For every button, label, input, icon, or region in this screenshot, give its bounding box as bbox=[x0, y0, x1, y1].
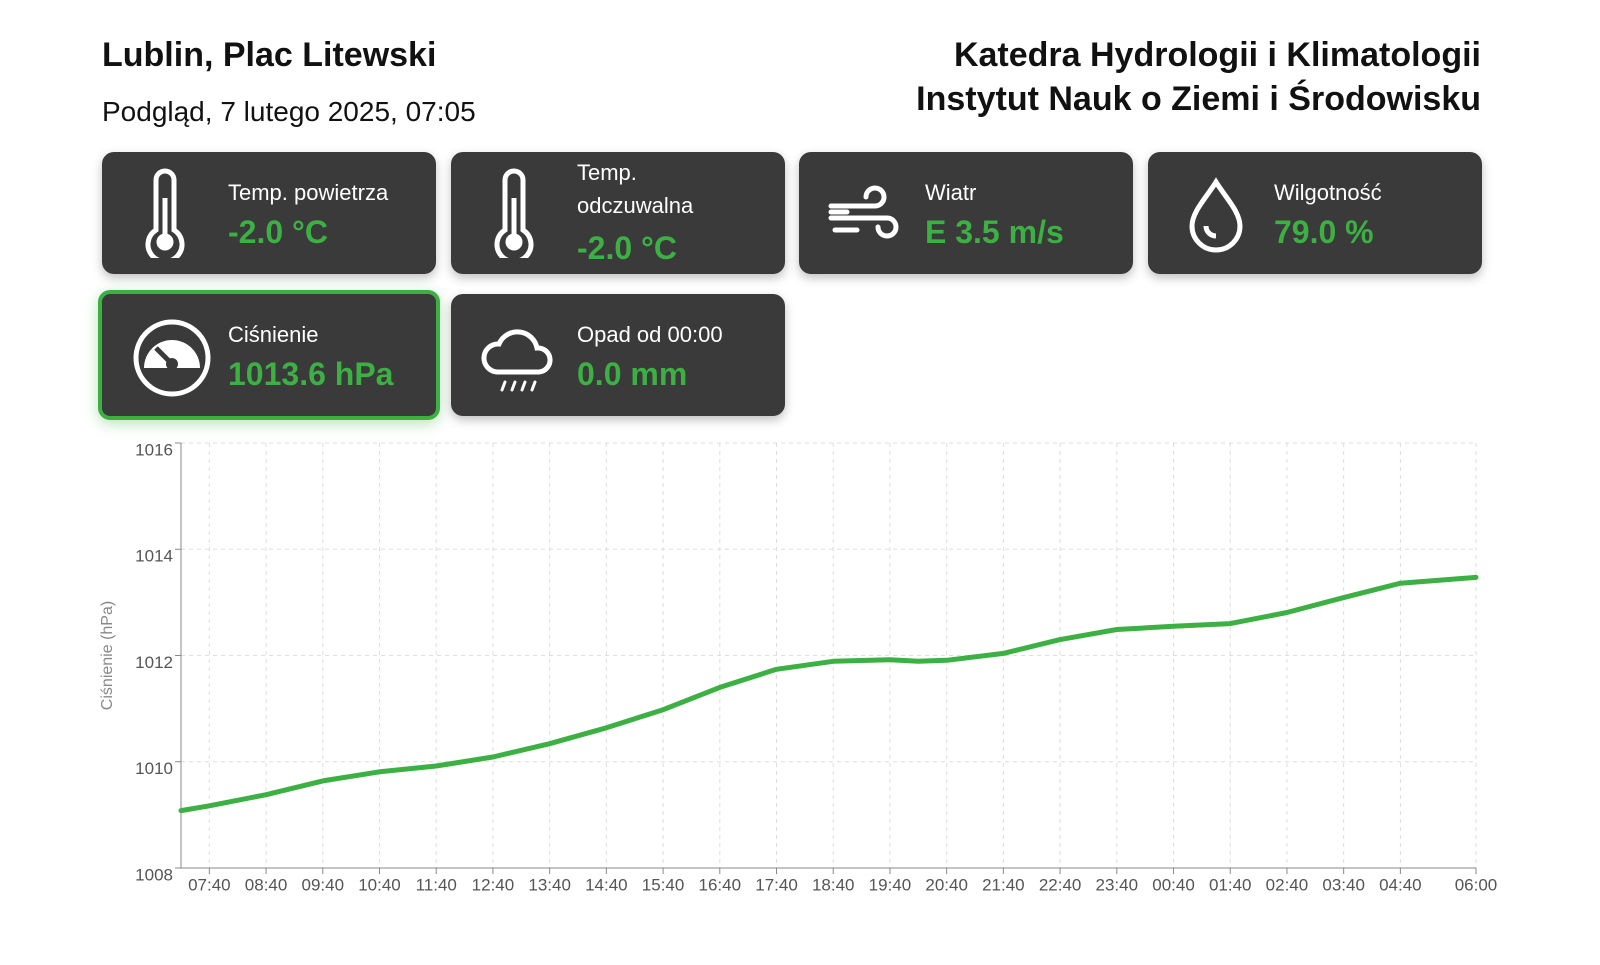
x-tick-label: 03:40 bbox=[1322, 875, 1365, 894]
card-value: 0.0 mm bbox=[577, 356, 688, 392]
x-tick-label: 07:40 bbox=[188, 875, 231, 894]
x-tick-label: 01:40 bbox=[1209, 875, 1252, 894]
x-tick-label: 02:40 bbox=[1266, 875, 1309, 894]
x-tick-label: 14:40 bbox=[585, 875, 628, 894]
card-label: Ciśnienie bbox=[228, 322, 319, 347]
x-tick-label: 13:40 bbox=[528, 875, 571, 894]
card[interactable]: Opad od 00:00 0.0 mm bbox=[451, 294, 785, 416]
card-label: Temp. odczuwalna bbox=[577, 160, 694, 218]
x-tick-label: 12:40 bbox=[472, 875, 515, 894]
org-line: Instytut Nauk o Ziemi i Środowisku bbox=[916, 80, 1481, 118]
gauge-icon bbox=[133, 319, 211, 397]
card-label: Temp. powietrza bbox=[228, 180, 389, 205]
x-tick-label: 20:40 bbox=[925, 875, 968, 894]
card-label: Wiatr bbox=[925, 180, 977, 205]
y-axis-label: Ciśnienie (hPa) bbox=[99, 601, 116, 710]
x-tick-label: 23:40 bbox=[1096, 875, 1139, 894]
x-tick-label: 19:40 bbox=[869, 875, 912, 894]
thermometer-icon bbox=[494, 168, 534, 258]
card-value: -2.0 °C bbox=[577, 230, 677, 266]
x-tick-label: 21:40 bbox=[982, 875, 1025, 894]
station-title: Lublin, Plac Litewski bbox=[102, 36, 437, 74]
card-label: Opad od 00:00 bbox=[577, 322, 723, 347]
org-line: Katedra Hydrologii i Klimatologii bbox=[953, 36, 1481, 74]
x-tick-label: 04:40 bbox=[1379, 875, 1422, 894]
x-tick-label: 11:40 bbox=[416, 875, 457, 894]
x-tick-label: 17:40 bbox=[755, 875, 798, 894]
x-tick-label: 15:40 bbox=[642, 875, 685, 894]
x-tick-label: 18:40 bbox=[812, 875, 855, 894]
card[interactable]: Wilgotność 79.0 % bbox=[1148, 152, 1482, 274]
card-label: Wilgotność bbox=[1274, 180, 1382, 205]
card-value: E 3.5 m/s bbox=[925, 214, 1064, 250]
x-tick-label: 09:40 bbox=[302, 875, 345, 894]
y-tick-label: 1012 bbox=[135, 653, 173, 672]
y-tick-label: 1010 bbox=[135, 759, 173, 778]
card[interactable]: Wiatr E 3.5 m/s bbox=[799, 152, 1133, 274]
wind-icon bbox=[828, 185, 899, 239]
thermometer-icon bbox=[145, 168, 185, 258]
x-tick-label: 10:40 bbox=[358, 875, 401, 894]
card[interactable]: Temp. odczuwalna -2.0 °C bbox=[451, 152, 785, 274]
x-tick-label: 00:40 bbox=[1152, 875, 1195, 894]
x-tick-label: 06:00 bbox=[1455, 875, 1498, 894]
x-tick-label: 08:40 bbox=[245, 875, 288, 894]
rain-icon bbox=[481, 329, 553, 392]
drop-icon bbox=[1189, 177, 1243, 253]
preview-time: Podgląd, 7 lutego 2025, 07:05 bbox=[102, 96, 476, 127]
x-tick-label: 16:40 bbox=[699, 875, 742, 894]
card-value: -2.0 °C bbox=[228, 214, 328, 250]
pressure-chart: 1008 1010 1012 1014 1016 07:40 08:40 09:40 10:40… bbox=[99, 440, 1498, 894]
card[interactable]: Ciśnienie 1013.6 hPa bbox=[98, 290, 440, 420]
card[interactable]: Temp. powietrza -2.0 °C bbox=[102, 152, 436, 274]
y-tick-label: 1014 bbox=[135, 547, 173, 566]
card-value: 1013.6 hPa bbox=[228, 356, 394, 392]
pressure-line bbox=[178, 574, 1479, 814]
y-tick-label: 1016 bbox=[135, 440, 173, 459]
card-value: 79.0 % bbox=[1274, 214, 1374, 250]
y-tick-label: 1008 bbox=[135, 865, 173, 884]
x-tick-label: 22:40 bbox=[1039, 875, 1082, 894]
